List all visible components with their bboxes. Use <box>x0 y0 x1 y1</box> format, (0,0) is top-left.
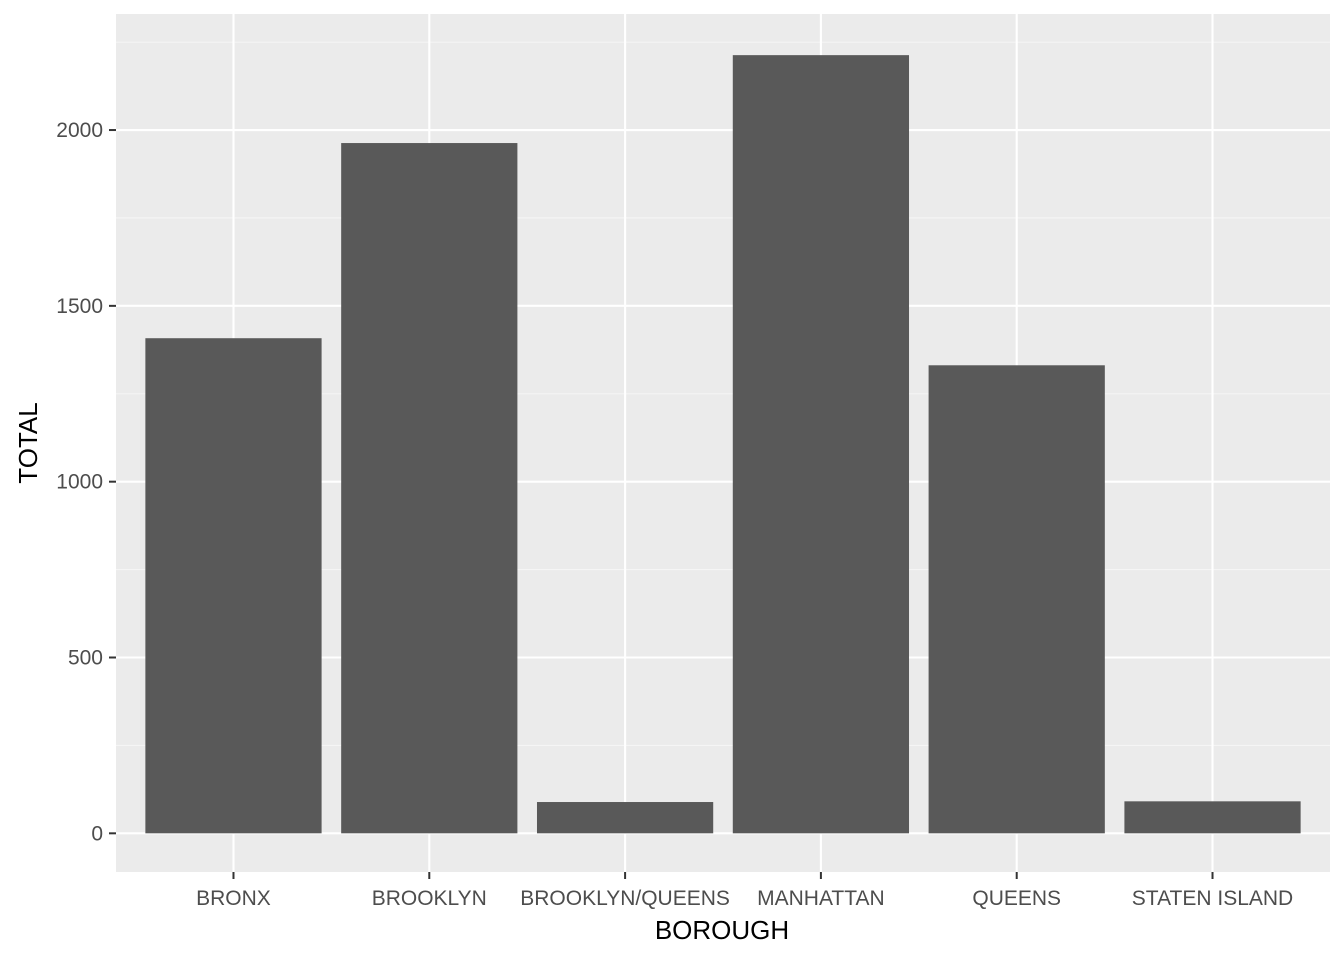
x-tick-label: BROOKLYN/QUEENS <box>520 887 730 910</box>
x-tick-label: BROOKLYN <box>372 887 487 910</box>
x-axis-ticks: BRONX BROOKLYN BROOKLYN/QUEENS MANHATTAN QUE… <box>196 872 1293 910</box>
bar-brooklyn-queens <box>536 802 714 834</box>
y-tick-label: 500 <box>68 647 103 670</box>
bar-brooklyn <box>341 143 518 834</box>
x-tick-label: STATEN ISLAND <box>1132 887 1293 910</box>
y-tick-label: 1500 <box>56 295 103 318</box>
x-tick-label: QUEENS <box>972 887 1061 910</box>
bar-bronx <box>145 338 322 834</box>
y-axis-title: TOTAL <box>13 402 43 483</box>
bar-manhattan <box>732 55 910 834</box>
y-tick-label: 2000 <box>56 119 103 142</box>
y-tick-label: 0 <box>91 822 103 845</box>
bars <box>145 55 1301 834</box>
bar-queens <box>928 365 1105 834</box>
x-tick-label: MANHATTAN <box>757 887 885 910</box>
x-tick-label: BRONX <box>196 887 271 910</box>
x-axis-title: BOROUGH <box>655 915 789 945</box>
y-axis-ticks: 0 500 1000 1500 2000 <box>56 119 116 845</box>
bar-staten-island <box>1124 801 1301 834</box>
y-tick-label: 1000 <box>56 471 103 494</box>
